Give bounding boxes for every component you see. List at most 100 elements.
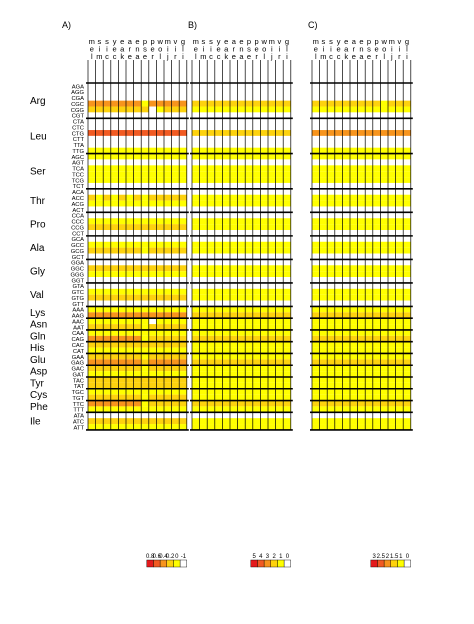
heatmap-cell [192,382,200,389]
heatmap-cell [95,394,104,401]
heatmap-cell [118,412,126,419]
heatmap-cell [312,335,320,342]
heatmap-cell [148,247,157,254]
heatmap-cell [141,147,149,154]
heatmap-cell [207,282,215,289]
heatmap-cell [237,88,246,95]
heatmap-cell [141,106,149,113]
codon-label: CTT [73,137,85,143]
heatmap-cell [357,188,366,195]
heatmap-cell [148,359,157,366]
heatmap-cell [192,371,200,377]
column-label-letter: s [143,45,147,54]
heatmap-cell [192,106,200,113]
heatmap-cell [214,159,223,166]
heatmap-cell [365,365,373,372]
heatmap-cell [199,288,208,295]
heatmap-cell [156,141,164,148]
heatmap-cell [148,394,157,401]
heatmap-cell [283,259,291,266]
column-label-letter: r [174,52,177,61]
heatmap-cell [171,241,180,248]
column-label-letter: i [175,45,177,54]
heatmap-cell [275,153,284,160]
heatmap-cell [260,394,268,401]
heatmap-cell [403,83,411,89]
column-label-letter: i [399,45,401,54]
heatmap-cell [148,300,157,307]
heatmap-cell [268,159,276,166]
heatmap-cell [319,118,328,125]
heatmap-cell [133,147,142,154]
heatmap-cell [350,218,358,225]
heatmap-cell [252,235,261,242]
heatmap-cell [395,200,404,207]
heatmap-cell [319,406,328,413]
heatmap-cell [110,324,119,330]
heatmap-cell [275,341,284,348]
heatmap-cell [365,318,373,325]
codon-label: CGT [72,114,85,120]
codon-label: GTA [73,284,85,290]
heatmap-cell [222,371,230,377]
heatmap-cell [388,341,396,348]
heatmap-cell [230,406,238,413]
heatmap-cell [237,394,246,401]
heatmap-cell [164,182,172,189]
heatmap-cell [372,388,381,395]
heatmap-cell [245,382,253,389]
heatmap-cell [171,353,180,360]
heatmap-cell [230,106,238,113]
heatmap-cell [319,300,328,307]
heatmap-cell [214,88,223,95]
heatmap-cell [88,365,96,372]
heatmap-cell [199,141,208,148]
heatmap-cell [95,382,104,389]
heatmap-cell [88,135,96,142]
heatmap-cell [319,147,328,154]
heatmap-cell [395,112,404,119]
codon-label: CAA [72,331,84,337]
heatmap-cell [372,165,381,172]
heatmap-cell [312,259,320,266]
heatmap-cell [319,400,328,407]
heatmap-cell [252,341,261,348]
heatmap-cell [110,147,119,154]
heatmap-cell [141,424,149,430]
amino-acid-label: Val [30,290,44,301]
heatmap-cell [126,353,134,360]
heatmap-cell [237,83,246,89]
heatmap-cell [283,382,291,389]
heatmap-cell [365,88,373,95]
heatmap-cell [88,112,96,119]
heatmap-cell [342,400,350,407]
column-label-letter: m [193,37,199,46]
heatmap-cell [214,288,223,295]
heatmap-cell [350,88,358,95]
codon-label: TCA [72,167,84,173]
heatmap-cell [395,88,404,95]
heatmap-cell [230,182,238,189]
heatmap-cell [327,147,335,154]
heatmap-cell [380,165,388,172]
heatmap-cell [156,194,164,201]
heatmap-cell [207,324,215,330]
heatmap-cell [395,182,404,189]
column-label-letter: l [263,52,265,61]
heatmap-cell [312,388,320,395]
heatmap-cell [327,335,335,342]
heatmap-cell [110,100,119,107]
heatmap-cell [245,300,253,307]
heatmap-cell [283,377,291,383]
heatmap-cell [88,406,96,413]
heatmap-cell [268,353,276,360]
heatmap-cell [164,312,172,319]
heatmap-cell [230,347,238,354]
heatmap-cell [268,329,276,336]
heatmap-cell [380,418,388,425]
heatmap-cell [110,130,119,136]
heatmap-cell [222,177,230,183]
heatmap-cell [334,259,343,266]
heatmap-cell [380,106,388,113]
heatmap-cell [395,165,404,172]
